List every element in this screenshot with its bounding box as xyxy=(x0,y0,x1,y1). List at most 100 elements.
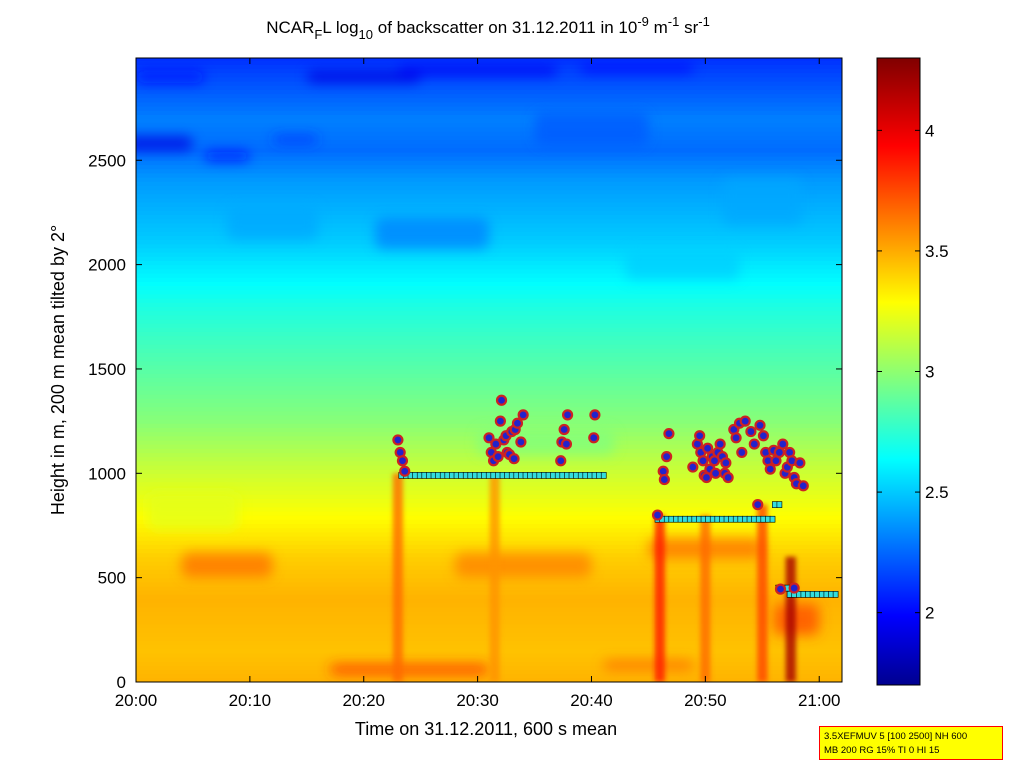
level-marker xyxy=(755,515,762,523)
level-marker xyxy=(564,472,570,479)
heatmap-band xyxy=(136,181,842,186)
heatmap-band xyxy=(136,644,842,650)
cloud-detection-point xyxy=(736,446,748,459)
level-marker xyxy=(444,472,451,479)
cloud-detection-point xyxy=(399,465,411,477)
level-marker xyxy=(435,472,441,479)
backscatter-heatmap xyxy=(136,58,842,682)
level-marker xyxy=(536,472,543,479)
level-marker xyxy=(814,591,821,598)
level-marker xyxy=(545,472,552,479)
x-axis: 20:00 20:10 20:20 20:30 20:40 20:50 21:00 xyxy=(115,58,840,710)
heatmap-texture xyxy=(136,64,820,675)
level-marker xyxy=(573,472,579,479)
cloud-detection-point xyxy=(515,436,527,448)
level-marker xyxy=(751,515,757,523)
level-marker xyxy=(504,472,510,479)
heatmap-patch xyxy=(329,664,489,675)
heatmap-band xyxy=(136,490,842,495)
heatmap-band xyxy=(136,298,842,303)
heatmap-band xyxy=(136,281,842,287)
heatmap-band xyxy=(136,131,842,136)
heatmap-band xyxy=(136,590,842,595)
level-marker xyxy=(668,515,675,523)
heatmap-band xyxy=(136,222,842,228)
plume-column xyxy=(654,515,665,682)
heatmap-band xyxy=(136,594,842,600)
level-marker xyxy=(416,472,423,479)
cloud-detection-point xyxy=(495,394,508,406)
colorbar-gradient xyxy=(876,57,921,686)
level-marker xyxy=(832,591,839,598)
heatmap-band xyxy=(136,122,842,128)
cloud-detection-point xyxy=(757,430,770,442)
heatmap-band xyxy=(136,410,842,416)
heatmap-band xyxy=(136,406,842,412)
heatmap-band xyxy=(136,606,842,612)
heatmap-band xyxy=(136,339,842,345)
heatmap-band xyxy=(136,485,842,491)
colorbar-tick-label: 2.5 xyxy=(925,483,949,502)
cloud-detection-point xyxy=(752,499,764,511)
heatmap-band xyxy=(136,218,842,224)
chart-title: NCARFL log10 of backscatter on 31.12.201… xyxy=(266,14,710,42)
level-marker-segment xyxy=(654,515,776,523)
heatmap-patch xyxy=(306,70,421,84)
cloud-detection-point xyxy=(687,461,699,473)
level-marker xyxy=(823,591,830,598)
cloud-detection-point xyxy=(483,432,495,444)
level-marker xyxy=(819,591,825,598)
heatmap-band xyxy=(136,106,842,111)
heatmap-band xyxy=(136,202,842,207)
cloud-detection-point xyxy=(561,409,574,421)
heatmap-band xyxy=(136,469,842,474)
heatmap-band xyxy=(136,477,842,483)
heatmap-band xyxy=(136,373,842,378)
level-marker xyxy=(490,472,497,479)
heatmap-band xyxy=(136,93,842,99)
heatmap-band xyxy=(136,611,842,616)
level-marker xyxy=(582,472,589,479)
heatmap-band xyxy=(136,289,842,295)
heatmap-band xyxy=(136,126,842,132)
heatmap-band xyxy=(136,523,842,529)
cloud-detection-point xyxy=(748,438,760,450)
heatmap-band xyxy=(136,302,842,307)
x-tick-label: 20:20 xyxy=(342,691,385,710)
heatmap-band xyxy=(136,648,842,654)
heatmap-band xyxy=(136,419,842,424)
y-tick-label: 2500 xyxy=(88,151,126,170)
heatmap-plumes xyxy=(392,473,796,682)
colorbar-tick-label: 3.5 xyxy=(925,242,949,261)
level-marker xyxy=(723,515,730,523)
y-tick-label: 500 xyxy=(98,569,126,588)
heatmap-band xyxy=(136,535,842,541)
heatmap-patch xyxy=(227,206,319,240)
heatmap-band xyxy=(136,252,842,257)
heatmap-band xyxy=(136,398,842,403)
cloud-detection-point xyxy=(720,457,732,469)
level-marker xyxy=(663,515,670,523)
level-marker xyxy=(776,501,783,508)
heatmap-band xyxy=(136,285,842,291)
level-marker xyxy=(531,472,538,479)
heatmap-band xyxy=(136,652,842,658)
heatmap-band xyxy=(136,164,842,170)
heatmap-band xyxy=(136,210,842,216)
level-marker xyxy=(714,515,721,523)
level-marker xyxy=(481,472,487,479)
y-axis: 0 500 1000 1500 2000 2500 xyxy=(88,151,842,692)
level-marker xyxy=(485,472,492,479)
heatmap-band xyxy=(136,268,842,274)
heatmap-band xyxy=(136,214,842,220)
heatmap-band xyxy=(136,577,842,583)
heatmap-band xyxy=(136,327,842,332)
cloud-detection-point xyxy=(396,455,409,467)
heatmap-band xyxy=(136,389,842,395)
heatmap-band xyxy=(136,118,842,124)
cloud-detection-point xyxy=(558,423,570,436)
heatmap-band xyxy=(136,264,842,270)
heatmap-band xyxy=(136,673,842,679)
heatmap-band xyxy=(136,256,842,262)
